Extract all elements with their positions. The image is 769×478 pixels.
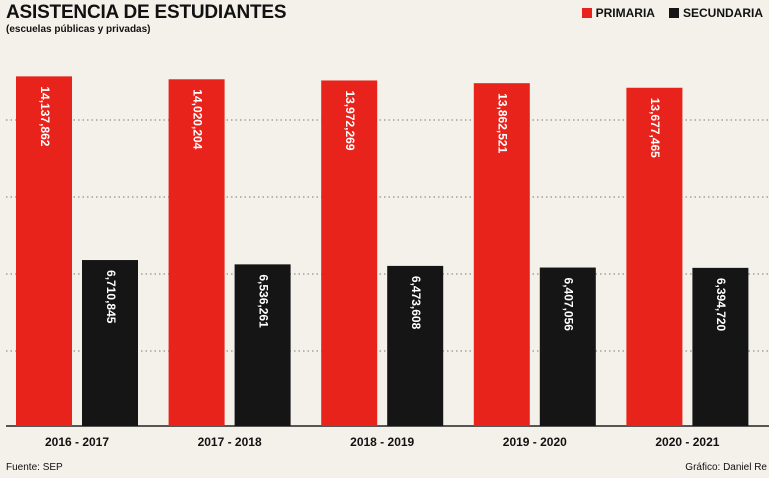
bar-primaria: [16, 76, 72, 426]
data-label-primaria: 13,972,269: [343, 90, 357, 150]
data-label-primaria: 13,677,465: [648, 98, 662, 158]
data-label-primaria: 14,020,204: [190, 89, 204, 149]
chart-subtitle: (escuelas públicas y privadas): [6, 24, 151, 35]
bar-primaria: [168, 79, 225, 426]
data-label-primaria: 14,137,862: [38, 86, 52, 146]
x-tick-label: 2016 - 2017: [45, 435, 109, 449]
data-label-secundaria: 6,407,056: [562, 278, 576, 332]
x-tick-label: 2020 - 2021: [655, 435, 719, 449]
data-label-secundaria: 6,394,720: [714, 278, 728, 332]
legend-swatch-secundaria: [668, 8, 679, 18]
bar-secundaria: [692, 267, 749, 426]
chart-title: ASISTENCIA DE ESTUDIANTES: [6, 2, 287, 23]
legend-label-primaria: PRIMARIA: [595, 6, 655, 20]
bar-primaria: [321, 80, 378, 426]
data-label-secundaria: 6,473,608: [409, 276, 423, 330]
x-tick-label: 2018 - 2019: [350, 435, 414, 449]
legend-item-primaria: PRIMARIA: [581, 6, 655, 20]
data-label-secundaria: 6,536,261: [256, 274, 270, 328]
data-label-primaria: 13,862,521: [496, 93, 510, 153]
source-note: Fuente: SEP: [6, 462, 63, 473]
bar-primaria: [473, 83, 530, 427]
bar-secundaria: [82, 260, 138, 426]
bar-secundaria: [234, 264, 291, 426]
data-label-secundaria: 6,710,845: [104, 270, 118, 324]
legend-item-secundaria: SECUNDARIA: [668, 6, 763, 20]
credit-note: Gráfico: Daniel Re: [685, 462, 767, 473]
x-tick-label: 2017 - 2018: [198, 435, 262, 449]
bar-primaria: [626, 87, 683, 427]
bar-secundaria: [539, 267, 596, 426]
legend-label-secundaria: SECUNDARIA: [682, 6, 763, 20]
legend-swatch-primaria: [581, 8, 592, 18]
x-tick-label: 2019 - 2020: [503, 435, 567, 449]
legend: PRIMARIA SECUNDARIA: [581, 6, 763, 20]
bar-secundaria: [387, 265, 444, 426]
